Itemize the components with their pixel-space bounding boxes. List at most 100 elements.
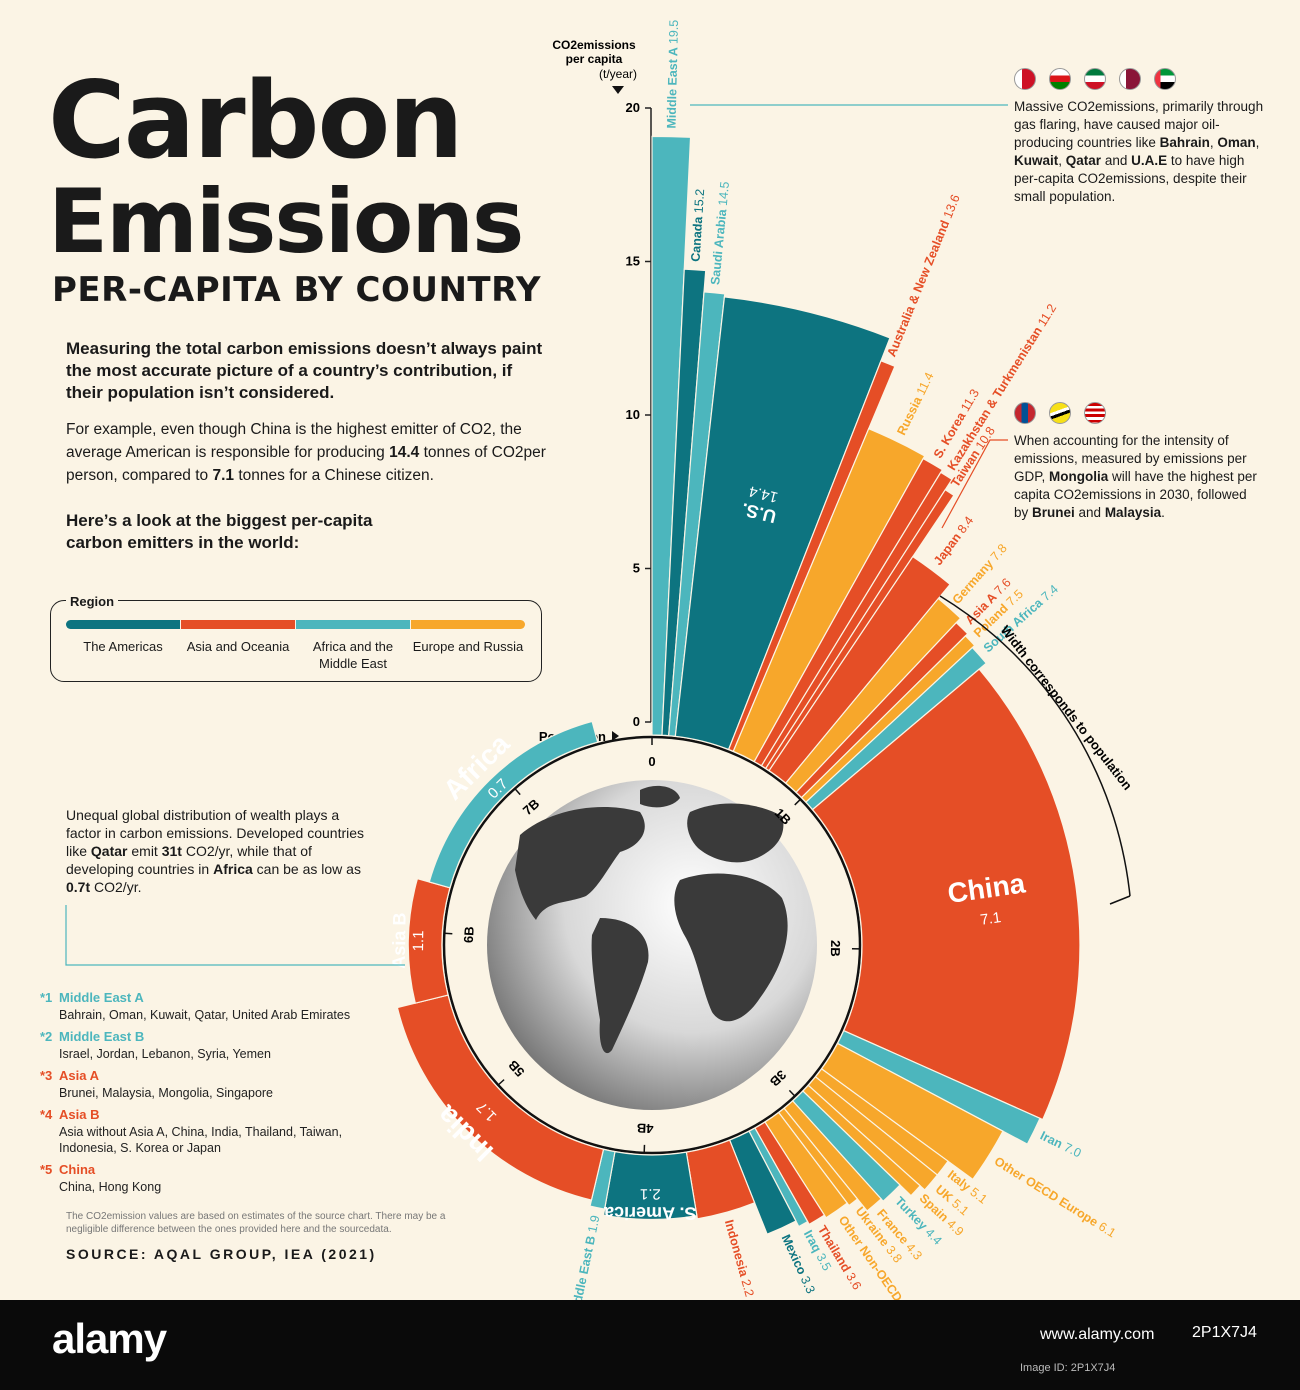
footnote-title: Asia B (59, 1107, 100, 1122)
wealth-part: CO2/yr. (90, 879, 142, 895)
footnote-title: Middle East A (59, 990, 144, 1005)
bar-mexico (728, 1130, 797, 1236)
oman-flag-icon (1049, 68, 1071, 90)
bar-label-group: Australia & New Zealand 13.6 (884, 192, 962, 358)
x-tick-mark (788, 1089, 796, 1097)
bar-label-group: Saudi Arabia 14.5 (708, 181, 732, 286)
footer-id: 2P1X7J4 (1192, 1324, 1257, 1341)
y-tick-label: 10 (626, 407, 640, 422)
note-part: . (1161, 505, 1165, 520)
bar-label-group: Iran 7.0 (1038, 1129, 1084, 1161)
x-tick-label: 0 (648, 754, 655, 769)
bar-value-label: 7.4 (1039, 582, 1061, 604)
bar-name-label: Japan 8.4 (931, 514, 976, 568)
wealth-part: emit (127, 843, 162, 859)
intro-part: tonnes for a Chinese citizen. (234, 467, 434, 484)
intro-part: For example, even though China is the hi… (66, 421, 522, 461)
legend-title: Region (66, 594, 119, 609)
note-part: When accounting for the intensity of emi… (1014, 433, 1247, 484)
x-tick-label: 6B (461, 926, 477, 943)
kuwait-flag-icon (1084, 68, 1106, 90)
footnote-mark: *2 (40, 1029, 53, 1044)
bar-name-label: Middle East A 19.5 (664, 20, 681, 129)
gdp-leader-line (941, 439, 1008, 529)
footnote-title: Asia A (59, 1068, 99, 1083)
bar-value-label: 11.2 (1035, 302, 1059, 329)
legend-swatch (296, 620, 410, 629)
bar-value-label: 4.3 (903, 1240, 925, 1262)
y-axis-title-1: CO2emissions (552, 38, 636, 52)
uae-flag-icon (1154, 68, 1176, 90)
bar-s-korea (753, 457, 944, 767)
footnote-head: *4 Asia B (40, 1107, 99, 1122)
footnote-mark: *1 (40, 990, 53, 1005)
bar-label-group: Middle East B 1.9 (568, 1214, 603, 1300)
y-tick-label: 20 (626, 100, 640, 115)
legend-swatch (181, 620, 295, 629)
bar-value-label: 7.0 (1062, 1140, 1084, 1160)
bar-middle-east-a (651, 135, 692, 736)
intro-bold-text: Measuring the total carbon emissions doe… (66, 339, 543, 402)
bar-china (811, 668, 1081, 1121)
note-bold: Brunei (1032, 505, 1075, 520)
bar-value-label: 2.1 (640, 1185, 661, 1202)
bar-value-label: 4.9 (944, 1217, 966, 1239)
bar-value-label: 5.1 (967, 1185, 989, 1207)
footnote-title: China (59, 1162, 96, 1177)
bar-value-label: 6.1 (1096, 1219, 1118, 1240)
bar-label-group: Other OECD Europe 6.1 (992, 1154, 1118, 1240)
wealth-bold: Africa (213, 861, 253, 877)
note-part: and (1074, 505, 1105, 520)
bar-name-label: Middle East B 1.9 (568, 1214, 603, 1300)
note-bold: Malaysia (1104, 505, 1162, 520)
note-part: , (1058, 153, 1066, 168)
bar-saudi-arabia (668, 291, 726, 737)
x-tick-label: 3B (767, 1067, 789, 1089)
source-note: The CO2emission values are based on esti… (66, 1211, 446, 1235)
qatar-flag-icon (1119, 68, 1141, 90)
bar-germany (784, 597, 962, 794)
africa-shape (674, 873, 788, 1022)
note-part: and (1101, 153, 1132, 168)
footnote-head: *1 Middle East A (40, 990, 144, 1005)
title-line-1: Carbon (48, 59, 464, 182)
note-gulf: Massive CO2emissions, primarily through … (1014, 98, 1264, 206)
bar-name-label: Iran 7.0 (1038, 1129, 1084, 1161)
bar-russia (732, 427, 926, 763)
north-america-shape (515, 806, 645, 920)
bar-name-label: Canada 15.2 (689, 188, 708, 262)
bar-value-label: 15.2 (692, 188, 708, 213)
bar-label-group: Japan 8.4 (931, 514, 976, 568)
bar-other-non-oecd-europe-eurasia (764, 1111, 849, 1219)
south-america-shape (591, 918, 649, 1054)
footer-image-id: Image ID: 2P1X7J4 (1020, 1362, 1116, 1374)
bar-uk (807, 1075, 939, 1191)
note-bold: Qatar (1065, 153, 1102, 168)
legend-label: The Americas (83, 639, 163, 654)
bar-indonesia (685, 1139, 756, 1220)
us-value: 14.4 (389, 444, 420, 461)
bar-name-label: Kazakhstan & Turkmenistan 11.2 (945, 302, 1060, 473)
footnote-title: Middle East B (59, 1029, 145, 1044)
bar-japan (768, 555, 951, 784)
wealth-bold: 31t (161, 843, 182, 859)
y-tick-label: 0 (633, 714, 640, 729)
y-ticks: 0 5 10 15 20 (626, 100, 651, 729)
bar-name-label: S. America (603, 1203, 697, 1224)
x-tick-mark (794, 798, 801, 806)
note-part: Massive CO2emissions, primarily through … (1014, 99, 1264, 150)
legend-swatch (411, 620, 525, 629)
brunei-flag-icon (1049, 402, 1071, 424)
bar-ukraine (777, 1107, 859, 1207)
y-axis-arrow-icon (612, 86, 624, 94)
y-tick-label: 15 (626, 254, 640, 269)
legend-label: Europe and Russia (412, 639, 524, 654)
footnote-body: Israel, Jordan, Lebanon, Syria, Yemen (59, 1047, 271, 1061)
wealth-part: CO2/yr, while that of developing countri… (66, 843, 312, 877)
legend-label: Asia and Oceania (186, 639, 290, 654)
footnote-head: *5 China (40, 1162, 95, 1177)
source: SOURCE: AQAL GROUP, IEA (2021) (66, 1246, 377, 1262)
y-axis-title-3: (t/year) (599, 67, 637, 81)
mongolia-flag-icon (1014, 402, 1036, 424)
